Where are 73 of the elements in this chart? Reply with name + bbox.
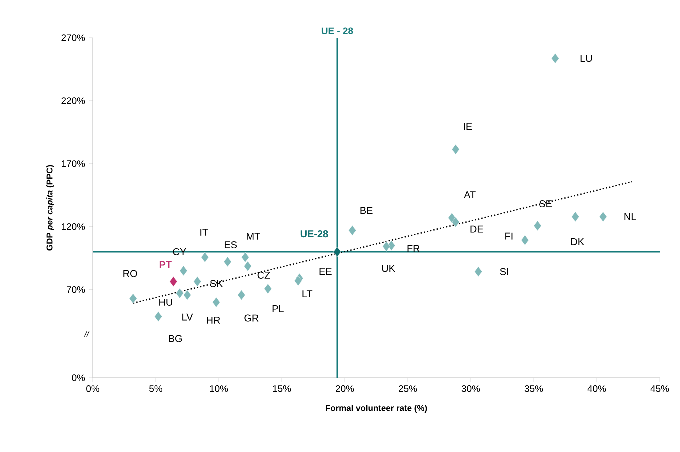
annotation: PL xyxy=(272,306,284,312)
y-tick-label: 170% xyxy=(62,160,86,168)
y-tick-label: 120% xyxy=(62,224,86,230)
x-tick-label: 0% xyxy=(86,386,100,392)
series-label: PT xyxy=(160,261,172,268)
point xyxy=(212,297,220,308)
point xyxy=(180,266,188,276)
point xyxy=(474,266,482,277)
point xyxy=(154,312,162,322)
annotation: CZ xyxy=(258,272,270,279)
annotation: SK xyxy=(210,280,224,288)
point xyxy=(452,144,460,155)
x-tick-label: 5% xyxy=(150,386,162,392)
x-tick-label: 15% xyxy=(273,386,292,392)
annotation: HU xyxy=(160,299,172,306)
x-tick-label: 10% xyxy=(210,386,228,392)
annotation: ES xyxy=(224,242,238,249)
annotation: AT xyxy=(464,192,476,198)
annotation: FR xyxy=(408,245,420,252)
y-tick-label: 70% xyxy=(67,286,86,294)
point xyxy=(264,284,272,294)
annotation: UK xyxy=(382,265,396,272)
annotation: IT xyxy=(200,229,208,236)
point xyxy=(572,212,580,222)
annotation: RO xyxy=(124,270,138,278)
annotation: SE xyxy=(540,200,552,208)
point xyxy=(242,252,250,263)
annotation: BG xyxy=(169,335,182,342)
point xyxy=(170,276,178,287)
y-tick-label: 220% xyxy=(62,98,86,104)
point xyxy=(599,212,608,222)
point xyxy=(534,220,542,232)
x-tick-label: 40% xyxy=(588,386,606,392)
y-axis-title: GDP per capita (PPC) xyxy=(46,165,54,251)
annotation: FI xyxy=(506,232,513,240)
point xyxy=(521,235,530,246)
annotation: LU xyxy=(580,55,592,62)
annotation: LT xyxy=(302,290,313,298)
y-tick-label: 270% xyxy=(62,34,86,42)
x-tick-label: 20% xyxy=(336,386,354,392)
annotation: IE xyxy=(464,123,472,130)
y-tick-label: 0% xyxy=(72,374,86,382)
annotation: GR xyxy=(244,314,259,322)
point xyxy=(201,252,210,263)
annotation: HR xyxy=(207,317,220,324)
point xyxy=(194,276,202,287)
x-tick-label: 25% xyxy=(399,386,418,392)
annotation: DE xyxy=(470,226,484,233)
point xyxy=(382,242,390,252)
annotation: EE xyxy=(320,268,332,275)
annotation: NL xyxy=(624,214,636,220)
point xyxy=(224,256,232,268)
x-tick-label: 35% xyxy=(524,386,544,392)
point xyxy=(348,226,356,236)
annotation: MT xyxy=(247,233,260,240)
annotation: SI xyxy=(500,268,508,276)
point xyxy=(334,246,342,258)
ref-line-label: UE - 28 xyxy=(322,28,354,34)
point xyxy=(238,290,246,300)
point xyxy=(184,290,192,300)
annotation: LV xyxy=(182,314,194,321)
point xyxy=(129,294,138,304)
point xyxy=(452,217,460,228)
annotation: BE xyxy=(360,207,373,214)
point xyxy=(244,261,252,272)
annotation: DK xyxy=(571,238,584,246)
point xyxy=(552,54,560,64)
x-axis-title: Formal volunteer rate (%) xyxy=(326,405,428,413)
x-tick-label: 30% xyxy=(462,386,480,392)
point xyxy=(294,276,302,286)
x-tick-label: 45% xyxy=(650,386,670,392)
series-label: UE-28 xyxy=(300,230,328,238)
point xyxy=(176,288,184,299)
